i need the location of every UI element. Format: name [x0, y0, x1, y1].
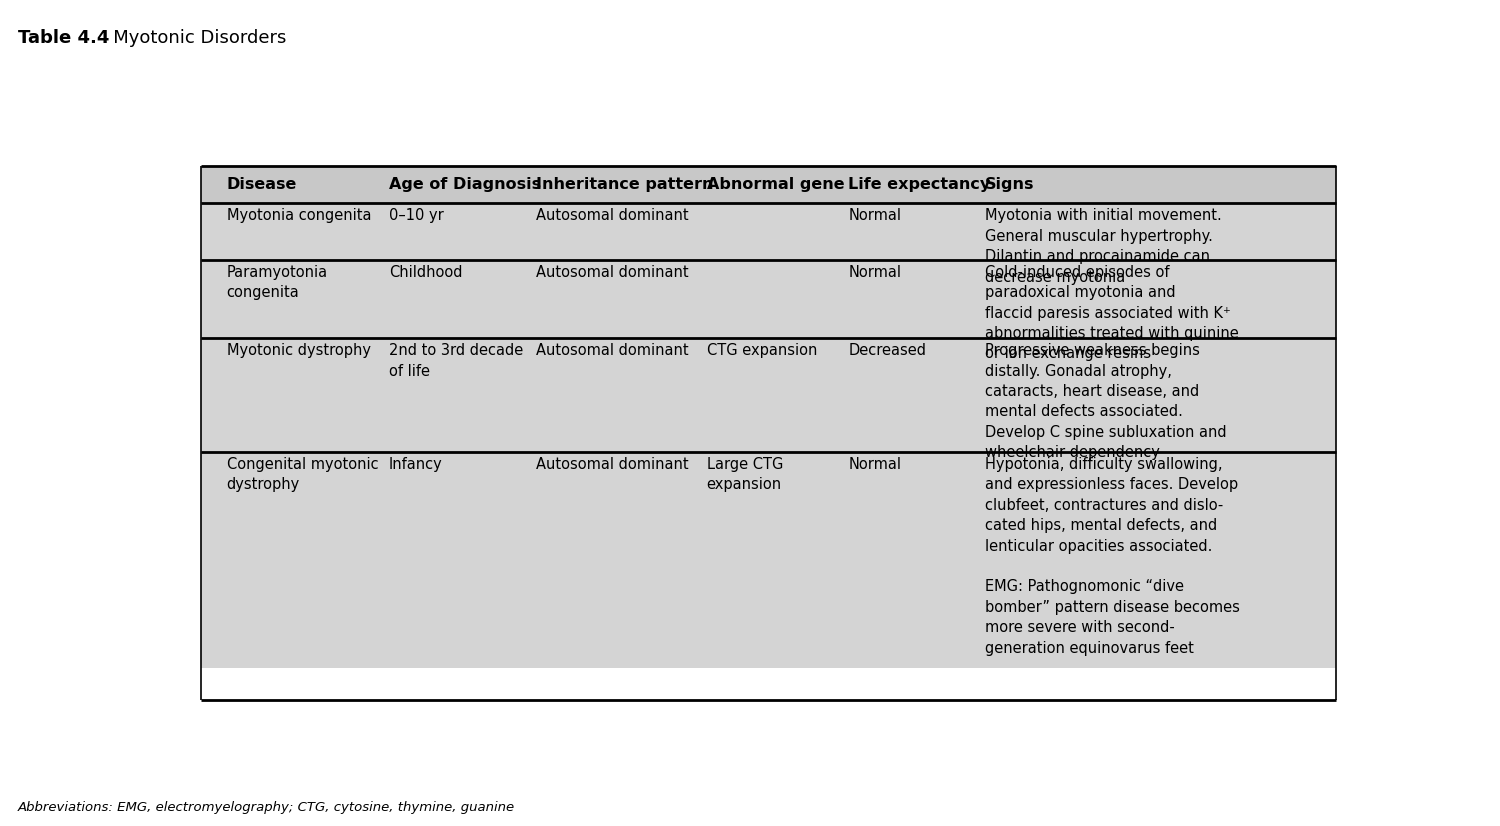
Bar	[201, 259, 1336, 338]
Text: Normal: Normal	[849, 265, 901, 280]
Text: Table 4.4: Table 4.4	[18, 29, 110, 47]
Text: Life expectancy: Life expectancy	[849, 177, 990, 192]
Text: Signs: Signs	[984, 177, 1033, 192]
Text: Disease: Disease	[226, 177, 297, 192]
Text: Decreased: Decreased	[849, 344, 927, 358]
Text: Progressive weakness begins
distally. Gonadal atrophy,
cataracts, heart disease,: Progressive weakness begins distally. Go…	[984, 344, 1226, 460]
Bar	[201, 338, 1336, 452]
Text: Autosomal dominant: Autosomal dominant	[537, 457, 688, 472]
Bar	[201, 452, 1336, 668]
Text: Age of Diagnosis: Age of Diagnosis	[388, 177, 542, 192]
Text: Large CTG
expansion: Large CTG expansion	[706, 457, 783, 492]
Text: Hypotonia, difficulty swallowing,
and expressionless faces. Develop
clubfeet, co: Hypotonia, difficulty swallowing, and ex…	[984, 457, 1239, 656]
Text: 0–10 yr: 0–10 yr	[388, 208, 444, 223]
Text: Childhood: Childhood	[388, 265, 462, 280]
Text: Myotonia with initial movement.
General muscular hypertrophy.
Dilantin and proca: Myotonia with initial movement. General …	[984, 208, 1221, 285]
Text: CTG expansion: CTG expansion	[706, 344, 818, 358]
Text: 2nd to 3rd decade
of life: 2nd to 3rd decade of life	[388, 344, 524, 378]
Text: Normal: Normal	[849, 457, 901, 472]
Text: Myotonic dystrophy: Myotonic dystrophy	[226, 344, 370, 358]
Bar	[201, 166, 1336, 203]
Text: Myotonia congenita: Myotonia congenita	[226, 208, 370, 223]
Text: Normal: Normal	[849, 208, 901, 223]
Text: Inheritance pattern: Inheritance pattern	[537, 177, 714, 192]
Text: Congenital myotonic
dystrophy: Congenital myotonic dystrophy	[226, 457, 378, 492]
Text: Autosomal dominant: Autosomal dominant	[537, 208, 688, 223]
Text: Paramyotonia
congenita: Paramyotonia congenita	[226, 265, 328, 300]
Text: Cold-induced episodes of
paradoxical myotonia and
flaccid paresis associated wit: Cold-induced episodes of paradoxical myo…	[984, 265, 1239, 361]
Text: Myotonic Disorders: Myotonic Disorders	[96, 29, 286, 47]
Text: Autosomal dominant: Autosomal dominant	[537, 265, 688, 280]
Bar	[201, 203, 1336, 259]
Text: Autosomal dominant: Autosomal dominant	[537, 344, 688, 358]
Text: Abnormal gene: Abnormal gene	[706, 177, 844, 192]
Text: Infancy: Infancy	[388, 457, 442, 472]
Text: Abbreviations: EMG, electromyelography; CTG, cytosine, thymine, guanine: Abbreviations: EMG, electromyelography; …	[18, 801, 514, 814]
